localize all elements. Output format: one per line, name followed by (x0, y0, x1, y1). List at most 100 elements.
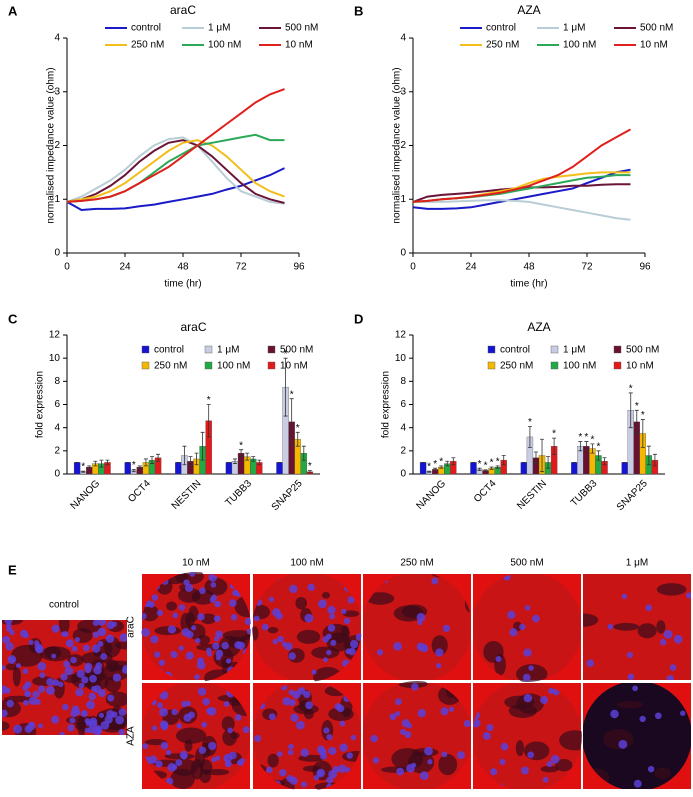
dark-patch (342, 610, 360, 617)
dark-patch (267, 753, 279, 768)
significance-marker: * (635, 401, 639, 412)
nucleus (436, 662, 442, 669)
error-bar (131, 468, 136, 473)
nucleus (165, 749, 172, 756)
y-tick-label: 2 (54, 445, 60, 456)
legend-label: 10 nM (285, 40, 313, 51)
nucleus (523, 648, 532, 657)
nucleus (499, 758, 506, 766)
legend-label: 1 μM (217, 345, 239, 356)
nucleus (37, 685, 46, 693)
nucleus (197, 613, 205, 621)
nucleus (228, 599, 237, 608)
nucleus (100, 653, 108, 660)
nucleus (659, 638, 667, 646)
significance-marker: * (641, 410, 645, 421)
error-bar (206, 404, 211, 438)
nucleus (500, 742, 509, 751)
nucleus (167, 625, 177, 634)
bar (470, 462, 477, 475)
nucleus (185, 651, 194, 660)
error-bar (156, 453, 161, 462)
nucleus (69, 717, 76, 724)
nucleus (20, 629, 28, 638)
series-line (66, 167, 285, 212)
y-tick-label: 4 (400, 422, 406, 433)
y-tick-label: 4 (54, 422, 60, 433)
image-content (252, 573, 362, 682)
nucleus (93, 666, 102, 675)
significance-marker: * (284, 349, 288, 360)
error-bar (501, 455, 506, 466)
nucleus (424, 746, 433, 756)
nucleus (254, 734, 262, 743)
panel-label: D (354, 311, 363, 326)
error-bar (652, 453, 657, 467)
y-tick-label: 6 (54, 399, 60, 410)
legend-label: 100 nM (563, 361, 596, 372)
nucleus (62, 703, 69, 711)
nucleus (341, 608, 347, 615)
nucleus (70, 656, 77, 664)
nucleus (115, 715, 125, 725)
nucleus (4, 620, 13, 625)
nucleus (326, 633, 332, 640)
nucleus (215, 649, 224, 658)
nucleus (520, 766, 529, 775)
nucleus (156, 609, 164, 617)
legend-swatch (141, 345, 150, 354)
x-tick-label: 72 (235, 262, 247, 273)
dark-patch (11, 644, 43, 667)
nucleus (2, 635, 11, 644)
y-tick-label: 1 (400, 194, 406, 205)
significance-marker: * (528, 417, 532, 428)
x-tick-label: 0 (64, 262, 70, 273)
nucleus (395, 698, 402, 706)
nucleus (284, 642, 293, 651)
error-bar (552, 437, 557, 455)
control-label: control (49, 600, 79, 611)
nucleus (327, 605, 336, 615)
dark-patch (221, 716, 235, 732)
legend-label: 500 nM (285, 23, 318, 34)
nucleus (647, 765, 655, 773)
nucleus (329, 613, 335, 620)
nucleus (98, 689, 106, 697)
error-bar (439, 465, 444, 469)
nucleus (323, 657, 329, 663)
y-tick-label: 8 (400, 376, 406, 387)
legend-swatch (141, 361, 150, 370)
nucleus (524, 605, 531, 611)
y-tick-label: 3 (54, 86, 60, 97)
chart-title: araC (180, 320, 206, 334)
nucleus (22, 668, 29, 675)
dark-patch (105, 659, 120, 673)
legend-label: 500 nM (280, 345, 313, 356)
nucleus (419, 771, 429, 781)
nucleus (328, 746, 337, 756)
nucleus (272, 638, 278, 645)
significance-marker: * (290, 389, 294, 400)
nucleus (206, 707, 213, 715)
legend-swatch (487, 361, 496, 370)
y-tick-label: 2 (54, 140, 60, 151)
micrograph (252, 573, 362, 682)
y-axis-label: fold expression (35, 371, 46, 438)
nucleus (118, 708, 127, 716)
significance-marker: * (439, 457, 443, 468)
legend-swatch (267, 345, 276, 354)
nucleus (209, 596, 216, 603)
dark-patch (602, 729, 634, 750)
nucleus (411, 762, 417, 768)
nucleus (189, 572, 196, 577)
error-bar (533, 451, 538, 464)
nucleus (355, 633, 362, 641)
nucleus (686, 592, 691, 599)
nucleus (345, 648, 352, 655)
nucleus (24, 681, 32, 689)
series-line (413, 199, 631, 221)
nucleus (154, 651, 161, 658)
nucleus (196, 660, 206, 670)
nucleus (323, 727, 330, 734)
nucleus (297, 687, 306, 695)
